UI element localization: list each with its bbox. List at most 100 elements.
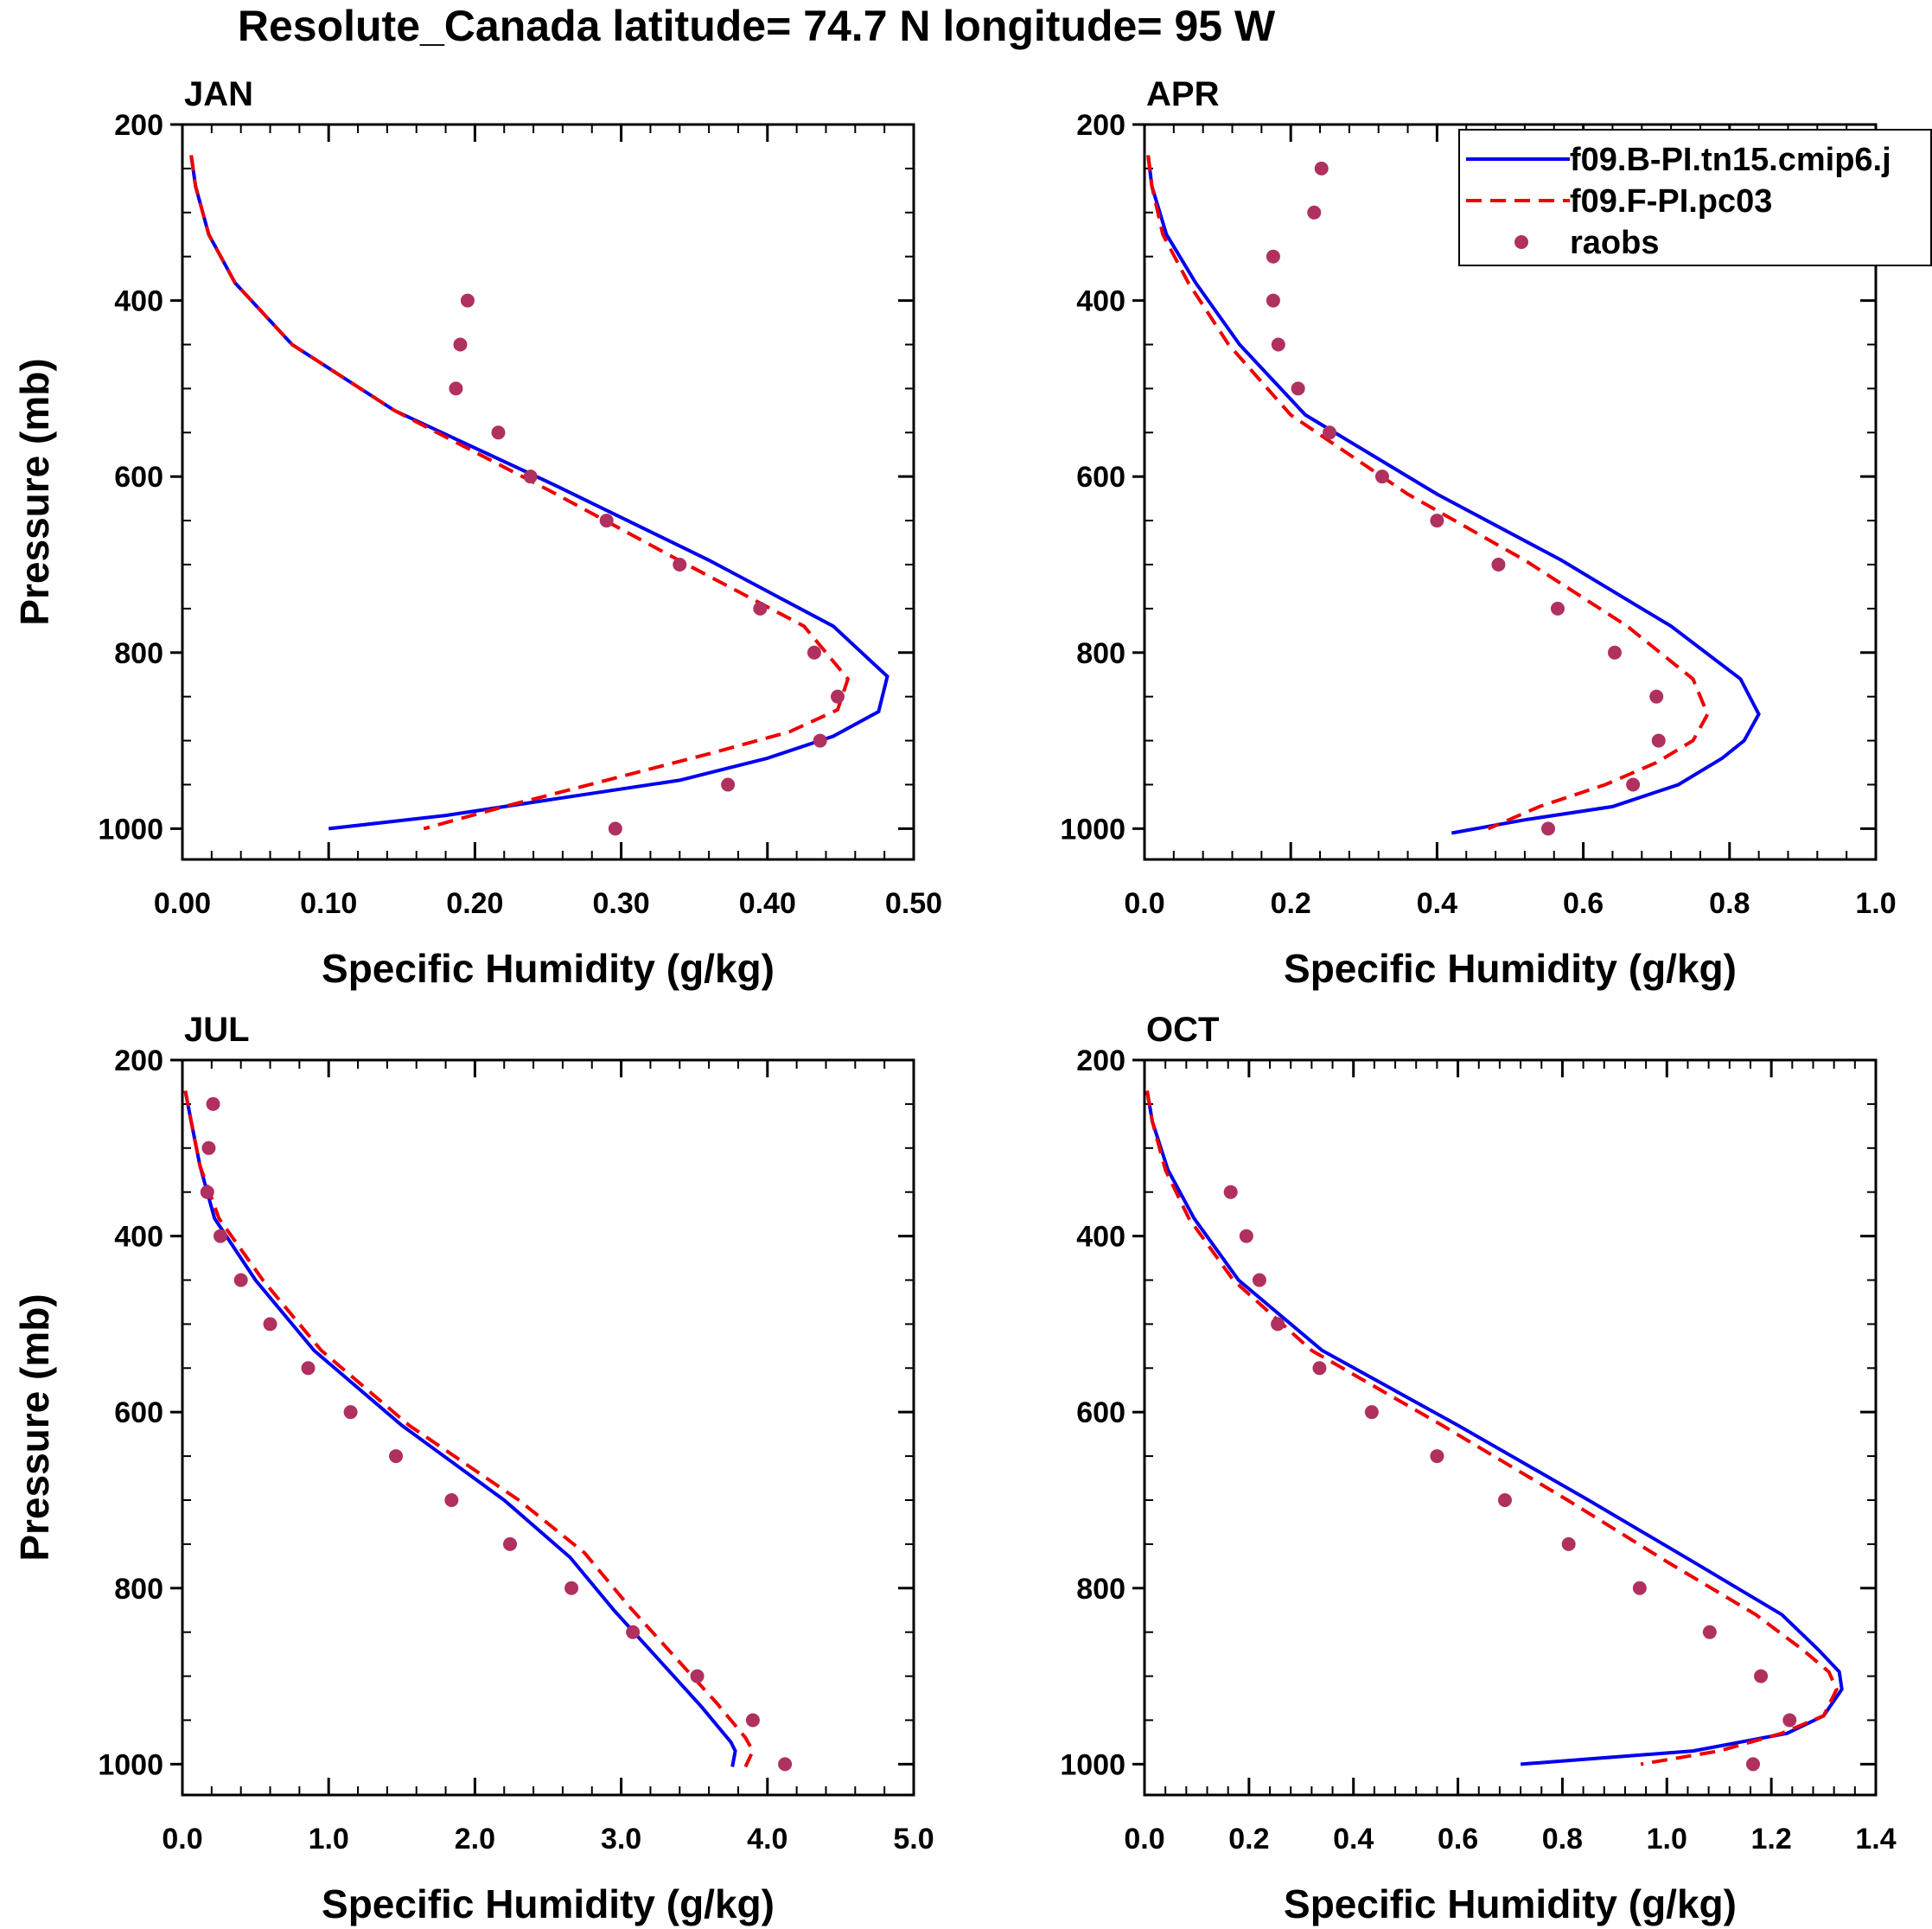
raobs-point <box>263 1317 277 1332</box>
x-tick-label: 0.30 <box>593 887 650 920</box>
x-tick-label: 0.4 <box>1333 1823 1374 1856</box>
y-tick-label: 800 <box>114 637 163 670</box>
raobs-point <box>1607 645 1622 660</box>
raobs-point <box>460 293 475 308</box>
x-tick-label: 0.0 <box>1124 887 1164 920</box>
raobs-point <box>1323 425 1337 440</box>
raobs-point <box>200 1185 214 1199</box>
x-tick-label: 1.2 <box>1751 1823 1792 1856</box>
x-tick-label: 0.8 <box>1709 887 1750 920</box>
raobs-point <box>1745 1757 1760 1772</box>
x-tick-label: 4.0 <box>747 1823 787 1856</box>
plot-frame <box>181 1058 915 1797</box>
series-line-f09-B-PI <box>1146 155 1761 835</box>
y-tick-label: 1000 <box>1060 813 1125 846</box>
panel-title: APR <box>1146 75 1220 113</box>
raobs-point <box>721 777 736 792</box>
raobs-point <box>503 1536 518 1551</box>
raobs-point <box>1223 1185 1238 1199</box>
x-tick-label: 0.8 <box>1542 1823 1583 1856</box>
x-tick-label: 0.0 <box>162 1823 202 1856</box>
raobs-point <box>491 425 506 440</box>
y-tick-label: 1000 <box>98 813 163 846</box>
panel-jul: 0.0 1.0 2.0 3.0 4.0 5.0 200 400 600 800 1000 JUL Spe… <box>12 1011 934 1926</box>
y-tick-label: 400 <box>1076 1221 1125 1254</box>
panel-oct: 0.0 0.2 0.4 0.6 0.8 1.0 1.2 1.4 200 400 600 800 1000… <box>1060 1011 1896 1926</box>
legend-box <box>1458 129 1932 266</box>
raobs-point <box>1291 381 1305 396</box>
panel-title: JAN <box>184 75 253 113</box>
raobs-point <box>233 1273 248 1287</box>
raobs-point <box>1271 337 1285 352</box>
raobs-point <box>1430 514 1444 528</box>
legend-label: f09.F-PI.pc03 <box>1570 183 1772 220</box>
series-line-f09-F-PI <box>183 1090 756 1768</box>
raobs-point <box>444 1492 459 1507</box>
y-tick-label: 1000 <box>1060 1748 1125 1781</box>
raobs-point <box>1649 689 1664 704</box>
series-line-f09-F-PI <box>189 155 851 831</box>
raobs-point <box>1374 469 1389 484</box>
raobs-point <box>1312 1361 1327 1376</box>
y-tick-label: 200 <box>114 109 163 142</box>
y-tick-label: 600 <box>114 1396 163 1429</box>
plot-frame <box>181 123 915 861</box>
series-line-f09-B-PI <box>189 155 889 831</box>
x-tick-label: 1.4 <box>1855 1823 1896 1856</box>
x-tick-label: 0.6 <box>1438 1823 1478 1856</box>
raobs-point <box>690 1669 705 1683</box>
y-tick-label: 800 <box>1076 637 1125 670</box>
raobs-point <box>831 689 845 704</box>
raobs-point <box>201 1140 216 1155</box>
raobs-point <box>1314 161 1329 176</box>
x-tick-label: 0.4 <box>1417 887 1457 920</box>
figure-title: Resolute_Canada latitude= 74.7 N longitu… <box>237 2 1276 50</box>
raobs-point <box>1430 1449 1444 1464</box>
raobs-point <box>1307 205 1322 220</box>
x-tick-label: 0.10 <box>300 887 357 920</box>
y-tick-label: 200 <box>1076 109 1125 142</box>
x-tick-label: 2.0 <box>455 1823 495 1856</box>
raobs-point <box>301 1361 316 1376</box>
x-tick-label: 0.50 <box>885 887 942 920</box>
x-tick-label: 1.0 <box>1647 1823 1687 1856</box>
raobs-point <box>753 601 768 616</box>
raobs-point <box>626 1625 641 1639</box>
raobs-point <box>523 469 538 484</box>
raobs-point <box>1497 1492 1512 1507</box>
x-tick-label: 0.6 <box>1563 887 1604 920</box>
y-tick-label: 600 <box>1076 1396 1125 1429</box>
x-tick-label: 0.40 <box>739 887 796 920</box>
x-axis-label: Specific Humidity (g/kg) <box>1284 946 1737 991</box>
x-axis-label: Specific Humidity (g/kg) <box>1284 1881 1737 1926</box>
raobs-point <box>608 821 622 836</box>
raobs-point <box>343 1405 358 1420</box>
x-tick-label: 0.00 <box>154 887 211 920</box>
y-axis-label: Pressure (mb) <box>12 358 57 625</box>
raobs-point <box>1491 557 1506 572</box>
raobs-point <box>1702 1625 1717 1639</box>
raobs-point <box>389 1449 404 1464</box>
y-tick-label: 800 <box>114 1573 163 1606</box>
raobs-point <box>453 337 468 352</box>
panel-title: OCT <box>1146 1011 1219 1049</box>
legend-marker <box>1514 235 1528 249</box>
x-tick-label: 0.2 <box>1271 887 1311 920</box>
raobs-point <box>1550 601 1565 616</box>
y-tick-label: 600 <box>1076 461 1125 494</box>
y-tick-label: 400 <box>114 1221 163 1254</box>
series-line-f09-F-PI <box>1146 155 1710 831</box>
series-line-f09-B-PI <box>183 1090 737 1767</box>
y-tick-label: 200 <box>1076 1044 1125 1077</box>
raobs-point <box>564 1581 579 1595</box>
x-tick-label: 5.0 <box>893 1823 934 1856</box>
panel-title: JUL <box>184 1011 250 1049</box>
raobs-point <box>1266 293 1280 308</box>
raobs-point <box>1271 1317 1285 1332</box>
legend-label: raobs <box>1570 225 1659 261</box>
raobs-point <box>1561 1536 1576 1551</box>
x-tick-label: 0.0 <box>1124 1823 1164 1856</box>
x-axis-label: Specific Humidity (g/kg) <box>322 946 775 991</box>
legend: f09.B-PI.tn15.cmip6.j f09.F-PI.pc03 raobs <box>1458 129 1932 266</box>
raobs-point <box>1651 733 1666 748</box>
